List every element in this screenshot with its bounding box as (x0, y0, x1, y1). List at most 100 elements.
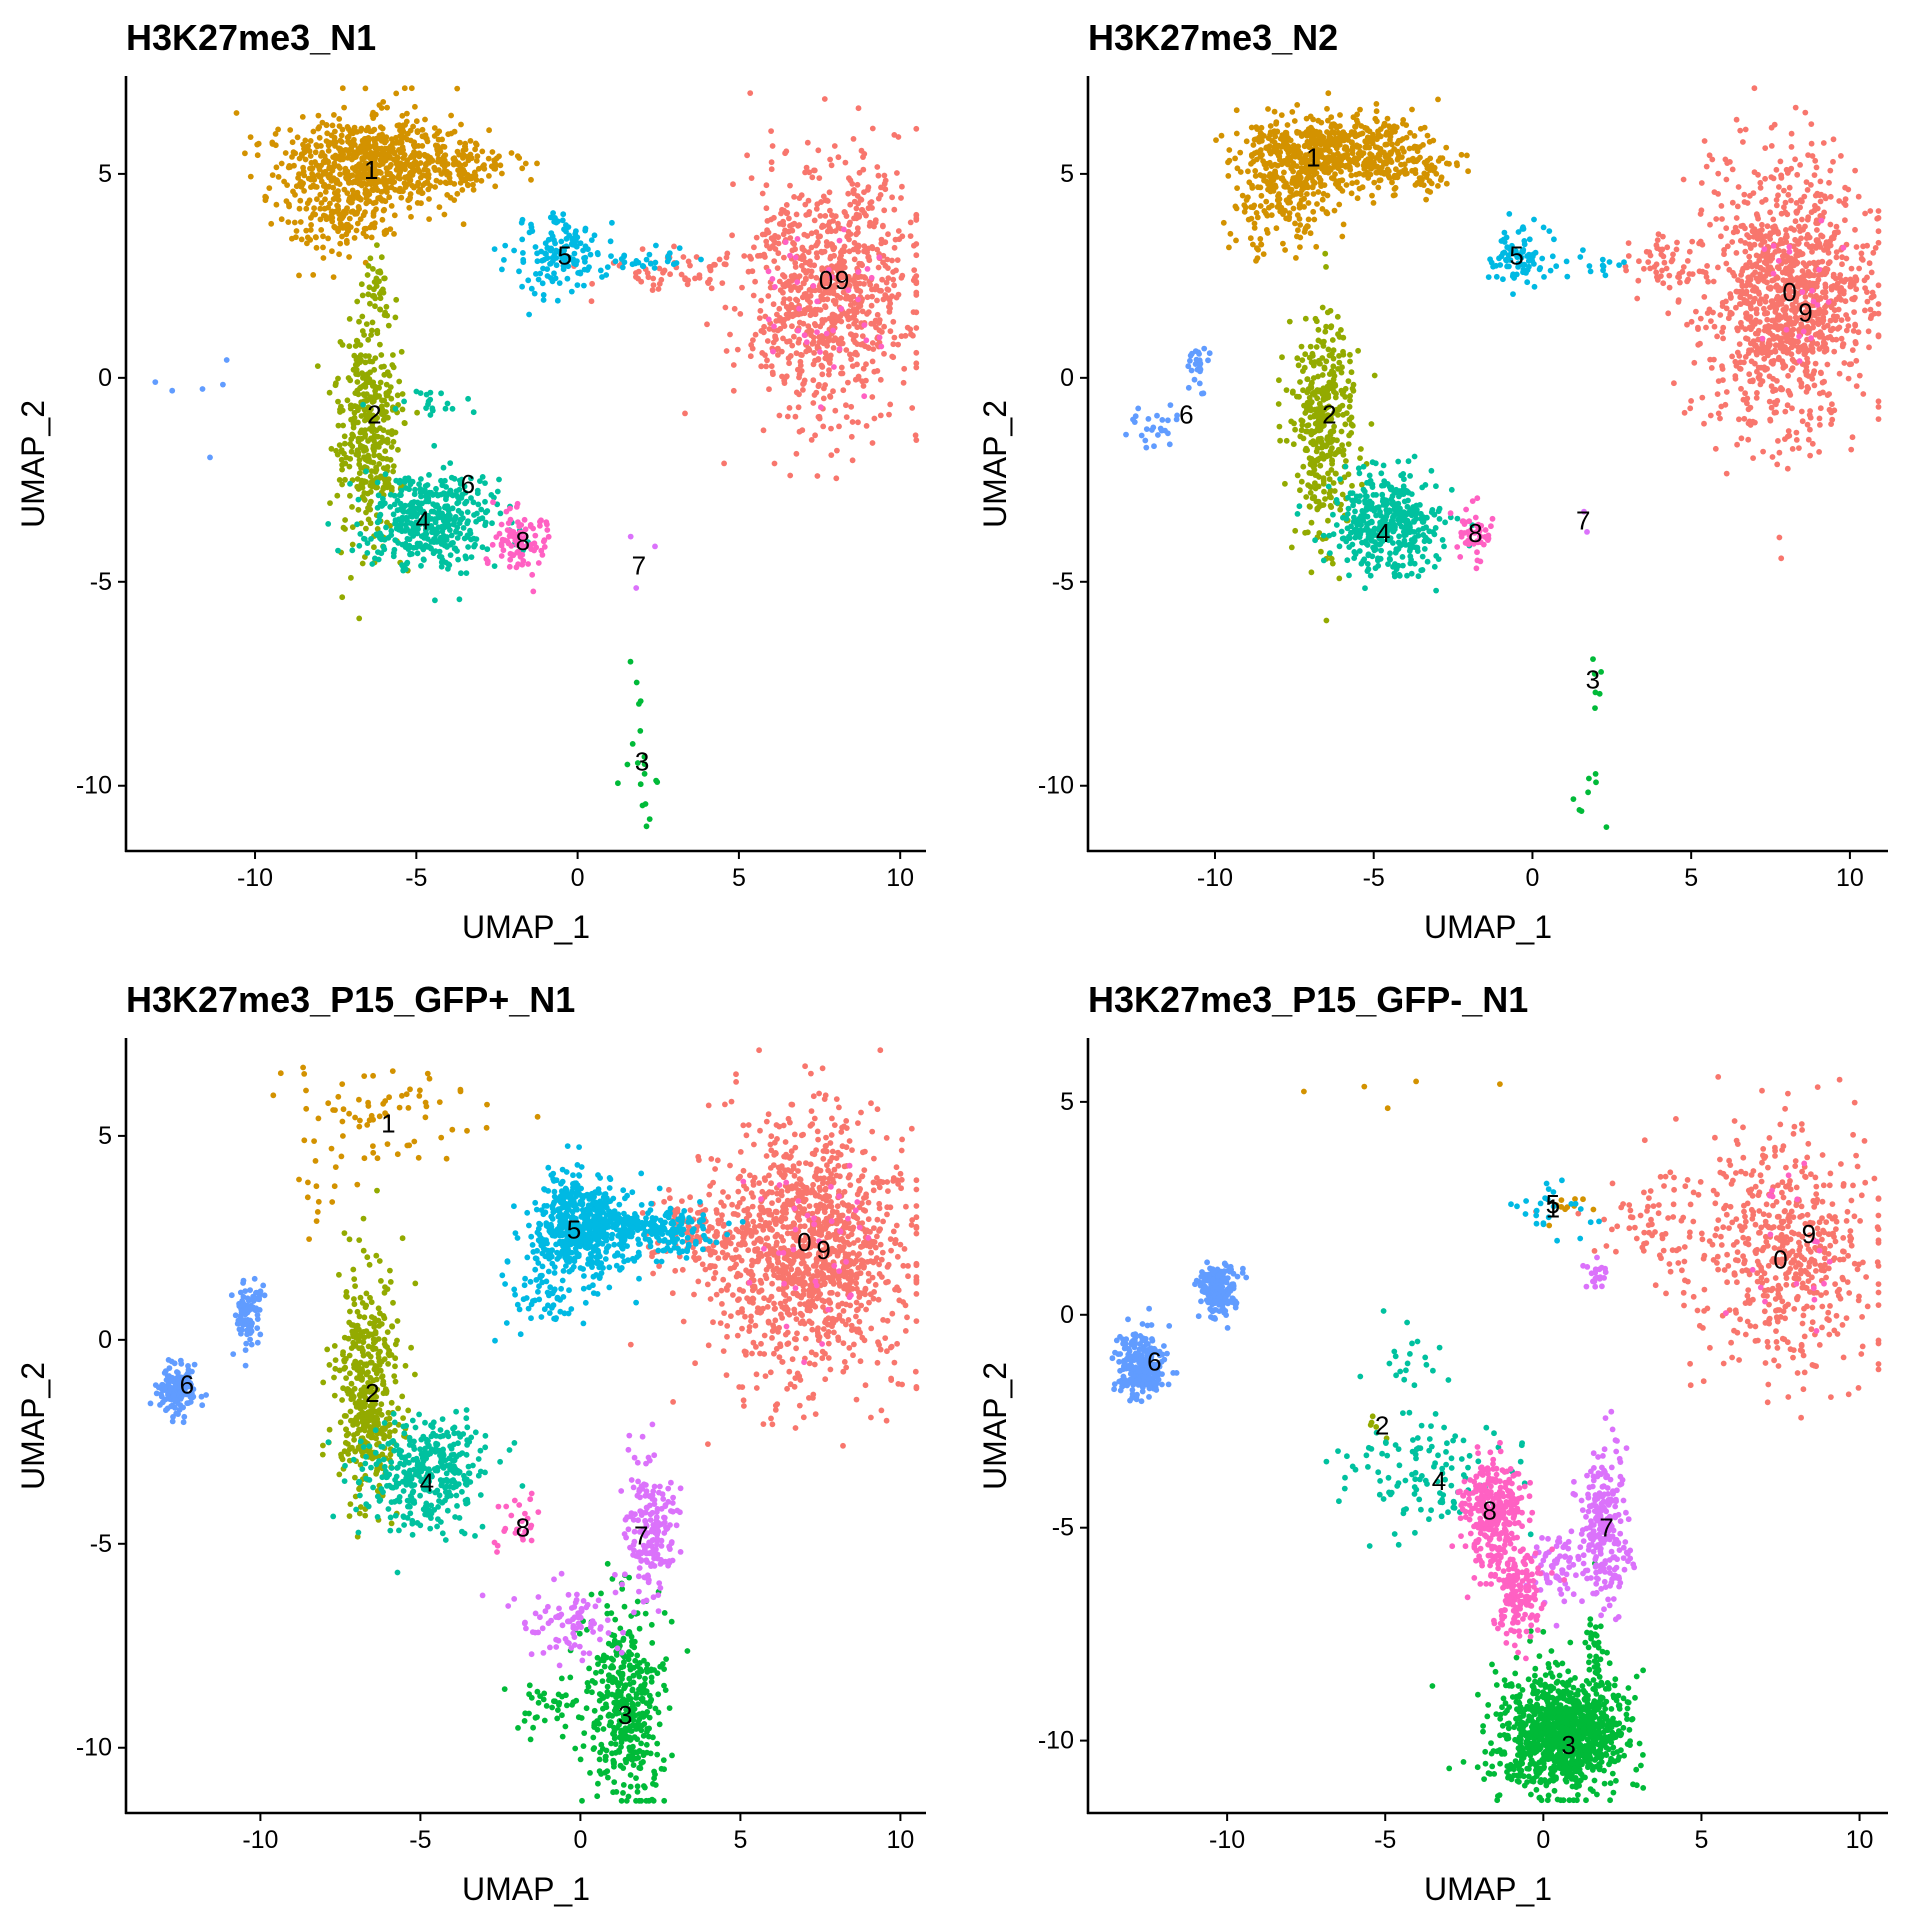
cell-point (1746, 371, 1753, 378)
cell-point (397, 526, 403, 532)
cell-point (1761, 310, 1768, 317)
cell-point (343, 210, 349, 216)
cell-point (278, 216, 285, 223)
cell-point (820, 340, 827, 347)
cell-point (384, 464, 391, 470)
cell-point (401, 478, 408, 485)
cell-point (841, 272, 847, 279)
cell-point (848, 403, 855, 410)
cell-point (868, 274, 875, 281)
cell-point (354, 387, 361, 394)
cell-point (526, 229, 533, 236)
cell-point (1382, 141, 1389, 148)
cell-point (644, 270, 651, 276)
cell-point (350, 366, 357, 373)
cell-point (687, 262, 693, 269)
cell-point (856, 260, 863, 267)
cell-point (310, 128, 317, 135)
cell-point (439, 161, 446, 168)
cluster-label-4: 4 (416, 506, 430, 536)
cell-point (830, 345, 837, 351)
cell-point (851, 187, 857, 193)
cell-point (1701, 294, 1708, 300)
cell-point (1813, 164, 1820, 171)
cell-point (895, 228, 902, 234)
cell-point (599, 274, 605, 280)
cell-point (913, 278, 920, 285)
cell-point (1340, 221, 1347, 228)
cell-point (1414, 148, 1421, 155)
cell-point (1647, 265, 1653, 272)
y-tick-label: -10 (76, 772, 112, 800)
cell-point (464, 509, 471, 515)
cell-point (824, 287, 831, 293)
cell-point (371, 126, 378, 133)
cell-point (302, 156, 309, 163)
cell-point (554, 297, 561, 304)
cell-point (502, 242, 509, 249)
cell-point (1362, 124, 1368, 131)
cell-point (354, 298, 361, 305)
cell-point (339, 466, 345, 473)
cell-point (406, 536, 413, 543)
cell-point (771, 258, 778, 264)
cell-point (394, 154, 401, 161)
cell-point (426, 216, 432, 223)
cell-point (1314, 201, 1320, 207)
cell-point (350, 424, 357, 431)
cell-point (363, 321, 370, 327)
cell-point (847, 177, 854, 184)
cell-point (835, 224, 842, 231)
cell-point (530, 588, 537, 595)
cell-point (1327, 148, 1333, 155)
cell-point (351, 235, 358, 241)
cell-point (627, 533, 634, 540)
cell-point (413, 118, 420, 125)
cell-point (1853, 244, 1860, 250)
x-tick-label: 10 (886, 864, 914, 892)
cell-point (396, 479, 403, 486)
cell-point (863, 423, 870, 429)
cell-point (327, 500, 333, 506)
cell-point (1797, 162, 1803, 168)
cell-point (359, 313, 366, 320)
cell-point (1767, 264, 1774, 271)
cell-point (891, 244, 898, 251)
cell-point (1688, 398, 1694, 404)
cell-point (1742, 390, 1748, 397)
cell-point (1821, 378, 1827, 385)
cell-point (374, 242, 380, 249)
cell-point (1817, 198, 1824, 205)
cell-point (1335, 183, 1341, 190)
cell-point (910, 332, 916, 339)
cell-point (371, 286, 377, 293)
cell-point (531, 547, 537, 554)
cell-point (1661, 259, 1668, 266)
cell-point (766, 326, 773, 332)
cell-point (373, 206, 379, 213)
cell-point (890, 269, 896, 275)
cell-point (336, 251, 342, 258)
cell-point (1733, 250, 1740, 256)
cell-point (762, 352, 768, 358)
cell-point (409, 182, 416, 189)
cell-point (793, 211, 800, 218)
cell-point (429, 405, 436, 412)
cell-point (388, 203, 395, 209)
cell-point (473, 518, 479, 525)
cell-point (741, 253, 748, 259)
cell-point (322, 196, 328, 203)
cell-point (1357, 106, 1363, 113)
cell-point (369, 358, 376, 365)
cell-point (734, 346, 741, 353)
cell-point (1849, 434, 1856, 441)
cell-point (1860, 391, 1867, 397)
cell-point (1790, 326, 1797, 333)
cell-point (369, 561, 376, 567)
cell-point (581, 266, 588, 273)
cell-point (391, 231, 397, 237)
cell-point (1800, 260, 1807, 266)
cell-point (763, 205, 770, 212)
cell-point (1874, 215, 1881, 222)
cell-point (427, 545, 434, 551)
